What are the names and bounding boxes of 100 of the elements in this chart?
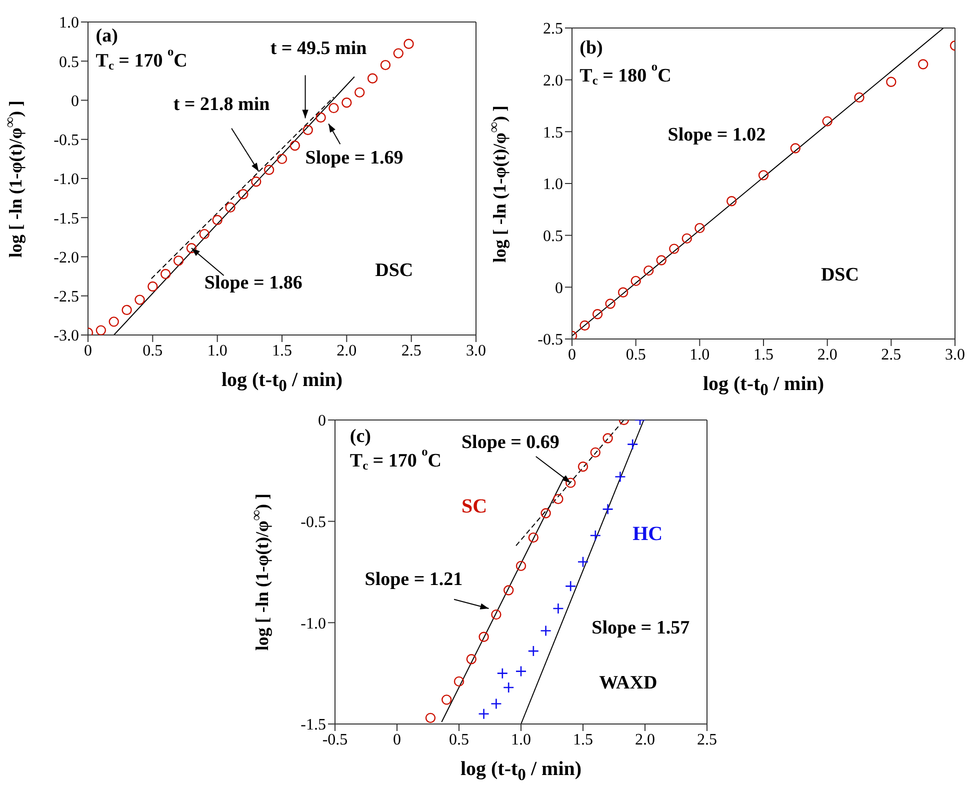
x-tick-label: 2.0 — [336, 342, 357, 360]
x-tick-label: 1.5 — [754, 346, 774, 364]
point — [577, 556, 589, 568]
y-tick-label: 2.0 — [543, 72, 563, 90]
point — [367, 73, 378, 84]
point — [564, 580, 576, 592]
point — [160, 268, 171, 280]
point — [491, 609, 502, 620]
x-tick-label: 0.5 — [142, 342, 163, 360]
x-tick-label: 0.5 — [449, 731, 469, 748]
y-tick-label: -1.0 — [54, 171, 79, 188]
point — [918, 59, 928, 70]
point — [614, 471, 626, 482]
point — [605, 298, 616, 309]
y-tick-label: -1.5 — [300, 716, 326, 734]
x-axis-title: log (t-t$_{0}$ / min) — [220, 369, 344, 396]
x-axis-title: log (t-t$_{0}$ / min) — [459, 758, 583, 785]
text: SC — [461, 496, 488, 518]
point — [212, 214, 222, 226]
point — [342, 98, 352, 108]
y-tick-label: -0.5 — [54, 132, 79, 150]
point — [578, 462, 588, 472]
x-tick-label: 2.0 — [817, 346, 838, 364]
point — [148, 281, 158, 292]
point — [96, 325, 106, 335]
x-tick-label: 1.0 — [207, 342, 228, 360]
y-tick-label: -1.5 — [54, 210, 79, 228]
y-tick-label: -1.0 — [300, 615, 326, 632]
point — [504, 585, 514, 596]
point — [694, 222, 705, 234]
point — [726, 196, 737, 206]
point — [328, 102, 339, 114]
annotation: Slope = 0.69 — [461, 432, 560, 453]
point — [354, 87, 365, 98]
x-tick-label: 1.0 — [690, 346, 710, 364]
point — [682, 233, 692, 244]
point — [822, 116, 832, 126]
point — [199, 228, 210, 240]
annotation: Slope = 1.86 — [204, 272, 302, 294]
point — [590, 447, 600, 458]
y-tick-label: 1.5 — [543, 124, 563, 142]
point — [854, 92, 864, 103]
point — [656, 255, 666, 266]
point — [454, 676, 464, 687]
point — [425, 712, 436, 724]
point — [173, 256, 184, 266]
series-label: HC — [632, 522, 663, 545]
x-tick-label: 2.0 — [635, 731, 655, 748]
annotation: DSC — [820, 264, 859, 286]
annotation: WAXD — [599, 672, 658, 694]
point — [502, 682, 514, 694]
y-tick-label: 1.0 — [543, 176, 563, 194]
y-tick-label: -0.5 — [300, 514, 326, 532]
annotation: (c) — [350, 426, 371, 447]
point — [602, 504, 614, 515]
point — [316, 112, 326, 123]
annotation: Slope = 1.21 — [364, 568, 463, 590]
point — [466, 654, 476, 664]
y-tick-label: 0 — [555, 280, 563, 297]
point — [553, 494, 564, 504]
annotation: (a) — [96, 25, 118, 46]
point — [251, 176, 262, 187]
annotation: t = 21.8 min — [173, 94, 270, 115]
y-tick-label: -3.0 — [54, 328, 79, 345]
x-tick-label: 0 — [84, 342, 92, 360]
point — [290, 140, 300, 151]
point — [302, 124, 313, 136]
point — [540, 508, 551, 518]
point — [380, 60, 391, 70]
point — [108, 316, 119, 327]
x-tick-label: 3.0 — [466, 342, 486, 360]
point — [669, 244, 680, 254]
x-tick-label: 0.5 — [626, 346, 646, 364]
point — [758, 170, 769, 180]
point — [186, 243, 197, 254]
x-tick-label: 0 — [568, 346, 576, 364]
annotation: t = 49.5 min — [270, 38, 368, 59]
y-tick-label: 0.5 — [59, 54, 79, 71]
point — [644, 265, 654, 276]
annotation: Slope = 1.57 — [592, 617, 690, 638]
x-tick-label: 2.5 — [881, 346, 902, 364]
point — [490, 698, 502, 710]
point — [528, 532, 538, 543]
x-tick-label: 1.5 — [272, 342, 292, 360]
point — [515, 666, 527, 677]
point — [404, 38, 414, 50]
point — [630, 276, 641, 286]
point — [580, 320, 590, 331]
point — [478, 632, 489, 642]
point — [393, 48, 404, 58]
point — [552, 602, 564, 614]
point — [516, 560, 526, 572]
x-tick-label: 1.0 — [511, 731, 531, 748]
point — [496, 668, 508, 679]
point — [540, 625, 552, 636]
x-tick-label: 3.0 — [945, 346, 965, 364]
point — [790, 143, 801, 154]
y-tick-label: 2.5 — [543, 20, 563, 38]
x-tick-label: 2.5 — [697, 731, 717, 748]
point — [134, 294, 145, 305]
